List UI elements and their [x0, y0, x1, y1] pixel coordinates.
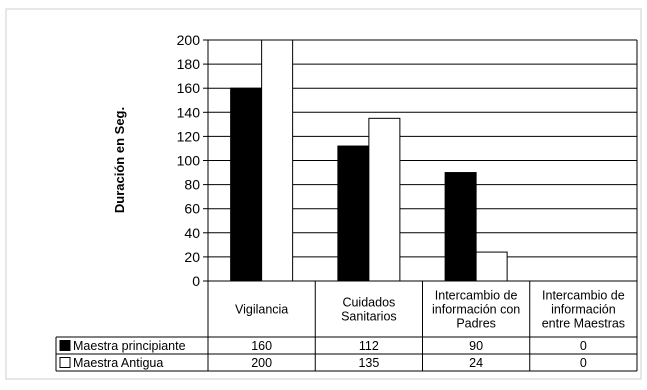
table-value-cell: 112	[359, 339, 379, 353]
y-tick-label: 120	[177, 128, 201, 144]
bar-maestra-principiante	[337, 145, 370, 282]
y-tick-label: 100	[177, 153, 201, 169]
y-tick-label: 140	[177, 104, 201, 120]
bar-maestra-principiante	[230, 87, 263, 282]
category-label: Intercambio de	[435, 289, 518, 303]
y-tick-label: 40	[184, 225, 200, 241]
y-tick-label: 180	[177, 56, 201, 72]
legend-series-name: Maestra principiante	[73, 339, 186, 353]
category-label: Cuidados	[342, 296, 395, 310]
y-tick-label: 20	[184, 249, 200, 265]
y-tick-label: 160	[177, 80, 201, 96]
category-label: entre Maestras	[542, 317, 625, 331]
category-label: Padres	[456, 317, 496, 331]
category-label: información con	[432, 303, 520, 317]
table-value-cell: 135	[358, 356, 379, 370]
table-value-cell: 0	[580, 356, 587, 370]
table-value-cell: 160	[251, 339, 272, 353]
bar-maestra-antigua	[475, 251, 508, 282]
y-tick-label: 80	[184, 177, 200, 193]
chart-area-border	[5, 8, 642, 380]
table-value-cell: 90	[469, 339, 483, 353]
y-tick-label: 200	[177, 32, 201, 48]
y-tick-label: 60	[184, 201, 200, 217]
category-label: Intercambio de	[542, 289, 625, 303]
table-value-cell: 24	[469, 356, 483, 370]
legend-key-maestra-antigua	[59, 357, 71, 368]
y-tick-labels: 0 20 40 60 80 100 120 140 160 180 200	[177, 32, 201, 289]
category-label: información	[551, 303, 616, 317]
y-axis-label: Duración en Seg.	[112, 107, 127, 213]
bar-maestra-antigua	[368, 117, 401, 282]
bar-maestra-principiante	[444, 172, 477, 282]
legend-series-name: Maestra Antigua	[73, 356, 163, 370]
table-value-cell: 200	[251, 356, 272, 370]
category-label: Sanitarios	[341, 310, 397, 324]
legend-key-maestra-principiante	[59, 340, 71, 351]
bar-maestra-antigua	[261, 39, 294, 282]
category-label: Vigilancia	[235, 303, 288, 317]
y-tick-label: 0	[192, 273, 200, 289]
table-value-cell: 0	[580, 339, 587, 353]
